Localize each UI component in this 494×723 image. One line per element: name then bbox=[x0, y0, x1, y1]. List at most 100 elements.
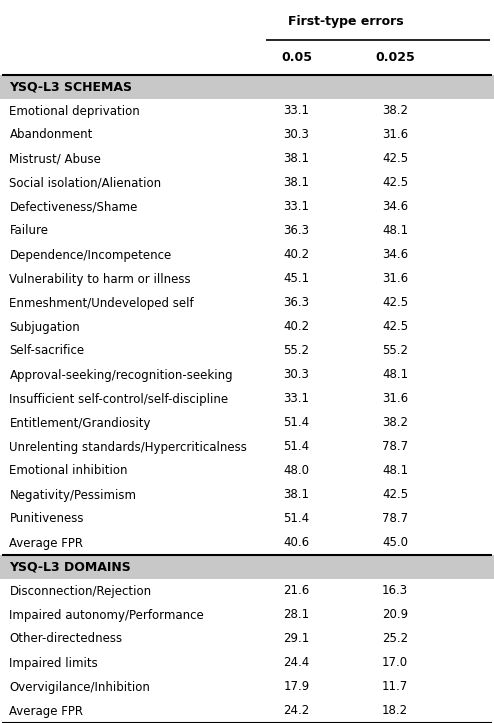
Bar bbox=[0, 291, 494, 315]
Text: 51.4: 51.4 bbox=[284, 416, 309, 429]
Bar bbox=[0, 651, 494, 675]
Text: First-type errors: First-type errors bbox=[288, 14, 404, 27]
Text: 45.0: 45.0 bbox=[382, 536, 408, 549]
Text: 48.1: 48.1 bbox=[382, 369, 408, 382]
Text: Average FPR: Average FPR bbox=[9, 704, 83, 717]
Bar bbox=[0, 411, 494, 435]
Text: 38.2: 38.2 bbox=[382, 416, 408, 429]
Text: 17.0: 17.0 bbox=[382, 656, 408, 669]
Bar bbox=[0, 2, 494, 40]
Bar bbox=[0, 40, 494, 75]
Text: 48.1: 48.1 bbox=[382, 464, 408, 477]
Text: 18.2: 18.2 bbox=[382, 704, 408, 717]
Text: 20.9: 20.9 bbox=[382, 609, 408, 622]
Text: 40.2: 40.2 bbox=[284, 320, 309, 333]
Text: Entitlement/Grandiosity: Entitlement/Grandiosity bbox=[9, 416, 151, 429]
Text: 33.1: 33.1 bbox=[284, 105, 309, 118]
Bar bbox=[0, 171, 494, 195]
Text: 78.7: 78.7 bbox=[382, 440, 408, 453]
Text: Impaired limits: Impaired limits bbox=[9, 656, 98, 669]
Text: Failure: Failure bbox=[9, 225, 48, 237]
Bar bbox=[0, 75, 494, 99]
Text: Social isolation/Alienation: Social isolation/Alienation bbox=[9, 176, 162, 189]
Text: Insufficient self-control/self-discipline: Insufficient self-control/self-disciplin… bbox=[9, 393, 229, 406]
Text: Overvigilance/Inhibition: Overvigilance/Inhibition bbox=[9, 680, 150, 693]
Bar bbox=[0, 243, 494, 267]
Text: YSQ-L3 SCHEMAS: YSQ-L3 SCHEMAS bbox=[9, 80, 132, 93]
Text: 31.6: 31.6 bbox=[382, 393, 408, 406]
Text: 25.2: 25.2 bbox=[382, 633, 408, 646]
Text: 51.4: 51.4 bbox=[284, 513, 309, 526]
Text: 33.1: 33.1 bbox=[284, 200, 309, 213]
Bar bbox=[0, 363, 494, 387]
Bar bbox=[0, 579, 494, 603]
Text: 31.6: 31.6 bbox=[382, 129, 408, 142]
Text: 36.3: 36.3 bbox=[284, 225, 309, 237]
Text: Unrelenting standards/Hypercriticalness: Unrelenting standards/Hypercriticalness bbox=[9, 440, 247, 453]
Text: YSQ-L3 DOMAINS: YSQ-L3 DOMAINS bbox=[9, 560, 131, 573]
Bar bbox=[0, 315, 494, 339]
Text: Enmeshment/Undeveloped self: Enmeshment/Undeveloped self bbox=[9, 296, 194, 309]
Text: 28.1: 28.1 bbox=[284, 609, 309, 622]
Text: 42.5: 42.5 bbox=[382, 176, 408, 189]
Text: 34.6: 34.6 bbox=[382, 200, 408, 213]
Text: Self-sacrifice: Self-sacrifice bbox=[9, 344, 84, 357]
Text: 51.4: 51.4 bbox=[284, 440, 309, 453]
Text: Disconnection/Rejection: Disconnection/Rejection bbox=[9, 584, 152, 597]
Text: Other-directedness: Other-directedness bbox=[9, 633, 123, 646]
Text: 48.0: 48.0 bbox=[284, 464, 309, 477]
Text: 38.2: 38.2 bbox=[382, 105, 408, 118]
Text: 38.1: 38.1 bbox=[284, 153, 309, 166]
Text: 48.1: 48.1 bbox=[382, 225, 408, 237]
Text: 38.1: 38.1 bbox=[284, 489, 309, 502]
Text: Emotional deprivation: Emotional deprivation bbox=[9, 105, 140, 118]
Text: 34.6: 34.6 bbox=[382, 249, 408, 262]
Text: 29.1: 29.1 bbox=[283, 633, 310, 646]
Text: Negativity/Pessimism: Negativity/Pessimism bbox=[9, 489, 136, 502]
Text: Abandonment: Abandonment bbox=[9, 129, 93, 142]
Bar bbox=[0, 483, 494, 507]
Text: 42.5: 42.5 bbox=[382, 153, 408, 166]
Text: Mistrust/ Abuse: Mistrust/ Abuse bbox=[9, 153, 101, 166]
Text: Average FPR: Average FPR bbox=[9, 536, 83, 549]
Text: Emotional inhibition: Emotional inhibition bbox=[9, 464, 128, 477]
Bar bbox=[0, 507, 494, 531]
Text: 24.4: 24.4 bbox=[283, 656, 310, 669]
Text: 55.2: 55.2 bbox=[382, 344, 408, 357]
Bar bbox=[0, 675, 494, 699]
Text: 42.5: 42.5 bbox=[382, 320, 408, 333]
Text: 33.1: 33.1 bbox=[284, 393, 309, 406]
Text: 42.5: 42.5 bbox=[382, 296, 408, 309]
Text: 40.6: 40.6 bbox=[284, 536, 309, 549]
Text: 17.9: 17.9 bbox=[283, 680, 310, 693]
Text: 45.1: 45.1 bbox=[284, 273, 309, 286]
Bar bbox=[0, 147, 494, 171]
Text: 55.2: 55.2 bbox=[284, 344, 309, 357]
Text: Subjugation: Subjugation bbox=[9, 320, 80, 333]
Text: 30.3: 30.3 bbox=[284, 129, 309, 142]
Text: Defectiveness/Shame: Defectiveness/Shame bbox=[9, 200, 138, 213]
Bar bbox=[0, 339, 494, 363]
Text: Approval-seeking/recognition-seeking: Approval-seeking/recognition-seeking bbox=[9, 369, 233, 382]
Bar bbox=[0, 531, 494, 555]
Bar bbox=[0, 627, 494, 651]
Text: 11.7: 11.7 bbox=[382, 680, 409, 693]
Bar bbox=[0, 123, 494, 147]
Text: Punitiveness: Punitiveness bbox=[9, 513, 84, 526]
Text: 21.6: 21.6 bbox=[283, 584, 310, 597]
Bar bbox=[0, 195, 494, 219]
Bar bbox=[0, 219, 494, 243]
Text: 40.2: 40.2 bbox=[284, 249, 309, 262]
Text: Vulnerability to harm or illness: Vulnerability to harm or illness bbox=[9, 273, 191, 286]
Text: 0.05: 0.05 bbox=[281, 51, 312, 64]
Text: Impaired autonomy/Performance: Impaired autonomy/Performance bbox=[9, 609, 204, 622]
Text: 16.3: 16.3 bbox=[382, 584, 408, 597]
Bar bbox=[0, 603, 494, 627]
Bar bbox=[0, 459, 494, 483]
Text: Dependence/Incompetence: Dependence/Incompetence bbox=[9, 249, 171, 262]
Text: 0.025: 0.025 bbox=[375, 51, 415, 64]
Text: 38.1: 38.1 bbox=[284, 176, 309, 189]
Text: 31.6: 31.6 bbox=[382, 273, 408, 286]
Text: 30.3: 30.3 bbox=[284, 369, 309, 382]
Bar bbox=[0, 435, 494, 459]
